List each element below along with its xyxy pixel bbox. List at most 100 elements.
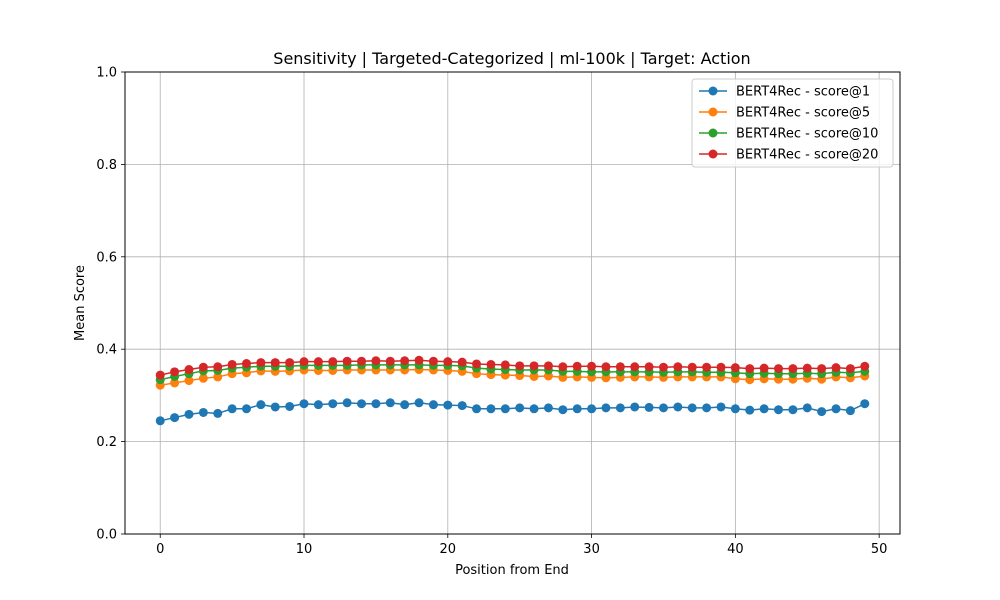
data-point [845,364,855,374]
legend-entry: BERT4Rec - score@1 [699,85,870,100]
data-point [285,358,295,368]
data-point [774,364,784,374]
y-tick-label: 0.2 [96,435,117,450]
y-tick-label: 0.8 [96,158,117,173]
legend-label: BERT4Rec - score@20 [736,148,878,163]
data-point [328,399,338,409]
data-point [184,365,194,375]
x-axis-label: Position from End [455,563,569,578]
data-point [500,360,510,370]
data-point [529,404,539,414]
data-point [155,370,165,380]
data-point [227,359,237,369]
data-point [673,362,683,372]
series-group [155,355,870,426]
data-point [601,362,611,372]
data-point [831,363,841,373]
data-point [802,403,812,413]
plot-frame [124,71,901,535]
data-point [500,404,510,414]
data-point [400,400,410,410]
data-point [414,398,424,408]
y-tick-label: 0.4 [96,343,117,358]
axis-ticks: 0 10 20 30 40 50 0.0 0.2 0.4 0.6 0.8 1.0 [96,66,887,558]
data-point [155,416,165,426]
data-point [658,403,668,413]
data-point [515,361,525,371]
data-point [414,355,424,365]
legend-marker [708,86,718,96]
data-point [687,362,697,372]
data-point [342,356,352,366]
legend-marker [708,149,718,159]
legend-marker [708,107,718,117]
data-point [400,356,410,366]
data-point [270,358,280,368]
y-tick-label: 1.0 [96,66,117,81]
data-point [730,404,740,414]
legend-label: BERT4Rec - score@10 [736,127,878,142]
legend-marker [708,128,718,138]
data-point [587,404,597,414]
data-point [486,359,496,369]
data-point [730,363,740,373]
data-point [428,356,438,366]
data-point [543,361,553,371]
x-tick-label: 0 [156,542,164,557]
chart-title: Sensitivity | Targeted-Categorized | ml-… [273,49,750,68]
data-point [385,398,395,408]
data-point [529,361,539,371]
data-point [213,372,223,382]
data-point [817,364,827,374]
data-point [860,361,870,371]
data-point [687,403,697,413]
data-point [385,356,395,366]
data-point [299,357,309,367]
data-point [587,361,597,371]
data-point [213,408,223,418]
data-point [658,362,668,372]
data-point [443,357,453,367]
data-point [472,404,482,414]
data-point [745,405,755,415]
data-point [170,367,180,377]
data-point [702,362,712,372]
data-point [198,362,208,372]
data-point [472,359,482,369]
data-point [630,362,640,372]
data-point [745,364,755,374]
data-point [357,399,367,409]
x-tick-label: 50 [871,542,888,557]
data-point [328,357,338,367]
data-point [371,399,381,409]
data-point [572,361,582,371]
y-tick-label: 0.0 [96,528,117,543]
data-point [270,402,280,412]
data-point [285,401,295,411]
data-point [198,407,208,417]
data-point [644,362,654,372]
data-point [860,399,870,409]
data-point [371,356,381,366]
data-point [428,400,438,410]
data-point [184,376,194,386]
data-point [256,358,266,368]
series-1 [155,398,870,426]
data-point [572,404,582,414]
data-point [256,400,266,410]
data-point [845,406,855,416]
data-point [457,401,467,411]
data-point [241,404,251,414]
data-point [673,402,683,412]
data-point [615,362,625,372]
data-point [788,405,798,415]
data-point [788,364,798,374]
data-point [615,403,625,413]
data-point [817,407,827,417]
data-point [759,404,769,414]
legend-entry: BERT4Rec - score@5 [699,106,870,121]
data-point [558,362,568,372]
data-point [299,399,309,409]
y-axis-label: Mean Score [73,265,88,341]
